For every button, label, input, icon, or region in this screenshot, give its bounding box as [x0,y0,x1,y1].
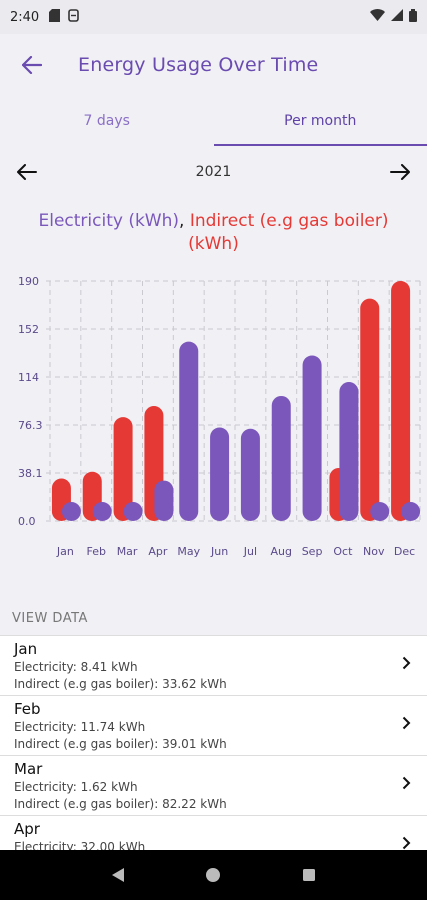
electricity-bar [302,355,322,521]
y-tick-label: 152 [18,323,39,336]
list-item-indirect: Indirect (e.g gas boiler): 33.62 kWh [14,677,227,691]
wifi-icon [370,9,385,25]
back-button[interactable] [12,45,52,85]
next-year-button[interactable] [385,157,415,187]
legend-indirect: Indirect (e.g gas boiler) (kWh) [188,211,389,254]
arrow-left-icon [22,56,42,74]
electricity-bar [154,480,174,521]
system-back-button[interactable] [103,860,133,890]
x-tick-label: Sep [302,545,323,558]
y-tick-label: 190 [18,275,39,288]
triangle-back-icon [111,868,124,882]
x-tick-label: Mar [117,545,138,558]
list-item-indirect: Indirect (e.g gas boiler): 82.22 kWh [14,797,227,811]
list-item-month: Mar [14,760,43,778]
system-navigation-bar [0,850,427,900]
electricity-bar [92,502,112,521]
sync-icon [68,8,80,26]
legend-electricity: Electricity (kWh) [38,211,180,231]
chevron-right-icon [402,836,411,850]
signal-icon [391,9,403,25]
system-recents-button[interactable] [294,860,324,890]
list-item-electricity: Electricity: 11.74 kWh [14,720,146,734]
x-tick-label: Nov [363,545,385,558]
list-item-month: Jan [14,640,38,658]
chevron-right-icon [402,776,411,790]
list-item-electricity: Electricity: 8.41 kWh [14,660,138,674]
month-data-list: Jan Electricity: 8.41 kWh Indirect (e.g … [0,635,427,876]
previous-year-button[interactable] [12,157,42,187]
y-tick-label: 114 [18,371,39,384]
status-time: 2:40 [10,9,40,25]
chart-legend: Electricity (kWh), Indirect (e.g gas boi… [20,210,407,256]
square-recents-icon [303,869,316,881]
indirect-bar [360,298,380,521]
list-item[interactable]: Mar Electricity: 1.62 kWh Indirect (e.g … [0,756,427,816]
electricity-bar [61,502,81,521]
y-tick-label: 0.0 [18,515,36,528]
x-tick-label: Apr [148,545,168,558]
y-tick-label: 38.1 [18,467,43,480]
electricity-bar [271,395,291,521]
list-item-month: Feb [14,700,41,718]
list-item-electricity: Electricity: 1.62 kWh [14,780,138,794]
electricity-bar [370,502,390,521]
sd-card-icon [49,8,61,26]
x-tick-label: Dec [394,545,415,558]
x-tick-label: Jan [56,545,74,558]
x-tick-label: Jul [243,545,257,558]
x-tick-label: Jun [210,545,228,558]
chevron-right-icon [402,656,411,670]
electricity-bar [210,427,230,521]
list-item-month: Apr [14,820,40,838]
list-item[interactable]: Feb Electricity: 11.74 kWh Indirect (e.g… [0,696,427,756]
electricity-bar [339,382,359,521]
electricity-bar [240,428,260,521]
year-navigation: 2021 [0,150,427,194]
view-data-heading: VIEW DATA [12,611,88,626]
list-item[interactable]: Jan Electricity: 8.41 kWh Indirect (e.g … [0,636,427,696]
legend-separator: , [179,211,190,231]
y-tick-label: 76.3 [18,419,43,432]
x-tick-label: Oct [333,545,353,558]
x-tick-label: Aug [271,545,292,558]
status-bar: 2:40 [0,0,427,34]
system-home-button[interactable] [198,860,228,890]
tab-7-days[interactable]: 7 days [83,113,130,129]
list-item-indirect: Indirect (e.g gas boiler): 39.01 kWh [14,737,227,751]
battery-icon [409,8,417,26]
page-title: Energy Usage Over Time [78,54,319,76]
circle-home-icon [206,868,221,882]
tab-per-month[interactable]: Per month [213,96,427,146]
indirect-bar [113,417,133,521]
indirect-bar [391,281,411,521]
chevron-right-icon [402,716,411,730]
arrow-right-icon [389,164,410,180]
x-tick-label: Feb [87,545,106,558]
x-tick-label: May [177,545,200,558]
app-bar: Energy Usage Over Time [0,34,427,96]
year-label: 2021 [195,164,232,180]
electricity-bar [401,502,421,521]
electricity-bar [179,341,199,521]
period-tabs: 7 days Per month [0,96,427,146]
monthly-usage-chart: 190 152 114 76.3 38.1 0.0 Jan Feb Mar Apr May Jun Ju… [18,275,421,558]
electricity-bar [123,502,143,521]
arrow-left-icon [17,164,37,180]
